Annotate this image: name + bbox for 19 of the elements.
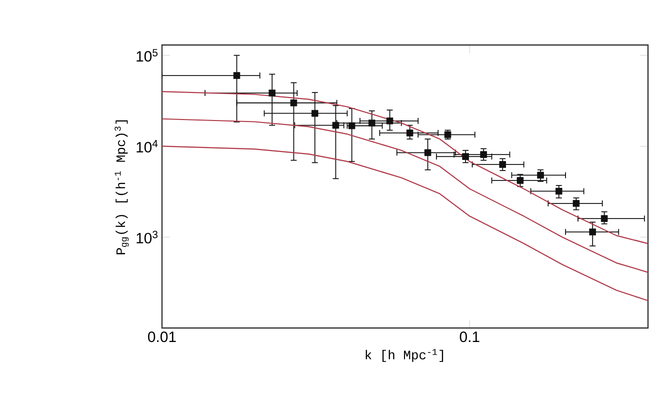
y-axis-title: P$_{gg}$(k) [(h$^{-1}$ Mpc)$^{3}$] bbox=[114, 120, 129, 254]
point bbox=[516, 177, 524, 184]
point bbox=[499, 161, 506, 168]
point bbox=[386, 118, 394, 124]
x-tick-label: 0.1 bbox=[460, 332, 480, 342]
point bbox=[480, 151, 487, 158]
x-axis-title: k [h Mpc$^{-1}$] bbox=[366, 348, 444, 362]
point bbox=[406, 130, 414, 136]
point bbox=[555, 188, 562, 195]
point bbox=[311, 110, 318, 117]
y-tick-label: 10$^{3}$ bbox=[136, 230, 158, 244]
point bbox=[537, 172, 544, 179]
point bbox=[572, 200, 580, 207]
y-tick-label: 10$^{5}$ bbox=[136, 49, 158, 62]
point bbox=[424, 149, 432, 156]
point bbox=[368, 120, 376, 126]
point bbox=[462, 153, 469, 160]
y-tick-label: 10$^{4}$ bbox=[136, 140, 158, 152]
x-tick-label: 0.01 bbox=[148, 332, 176, 342]
